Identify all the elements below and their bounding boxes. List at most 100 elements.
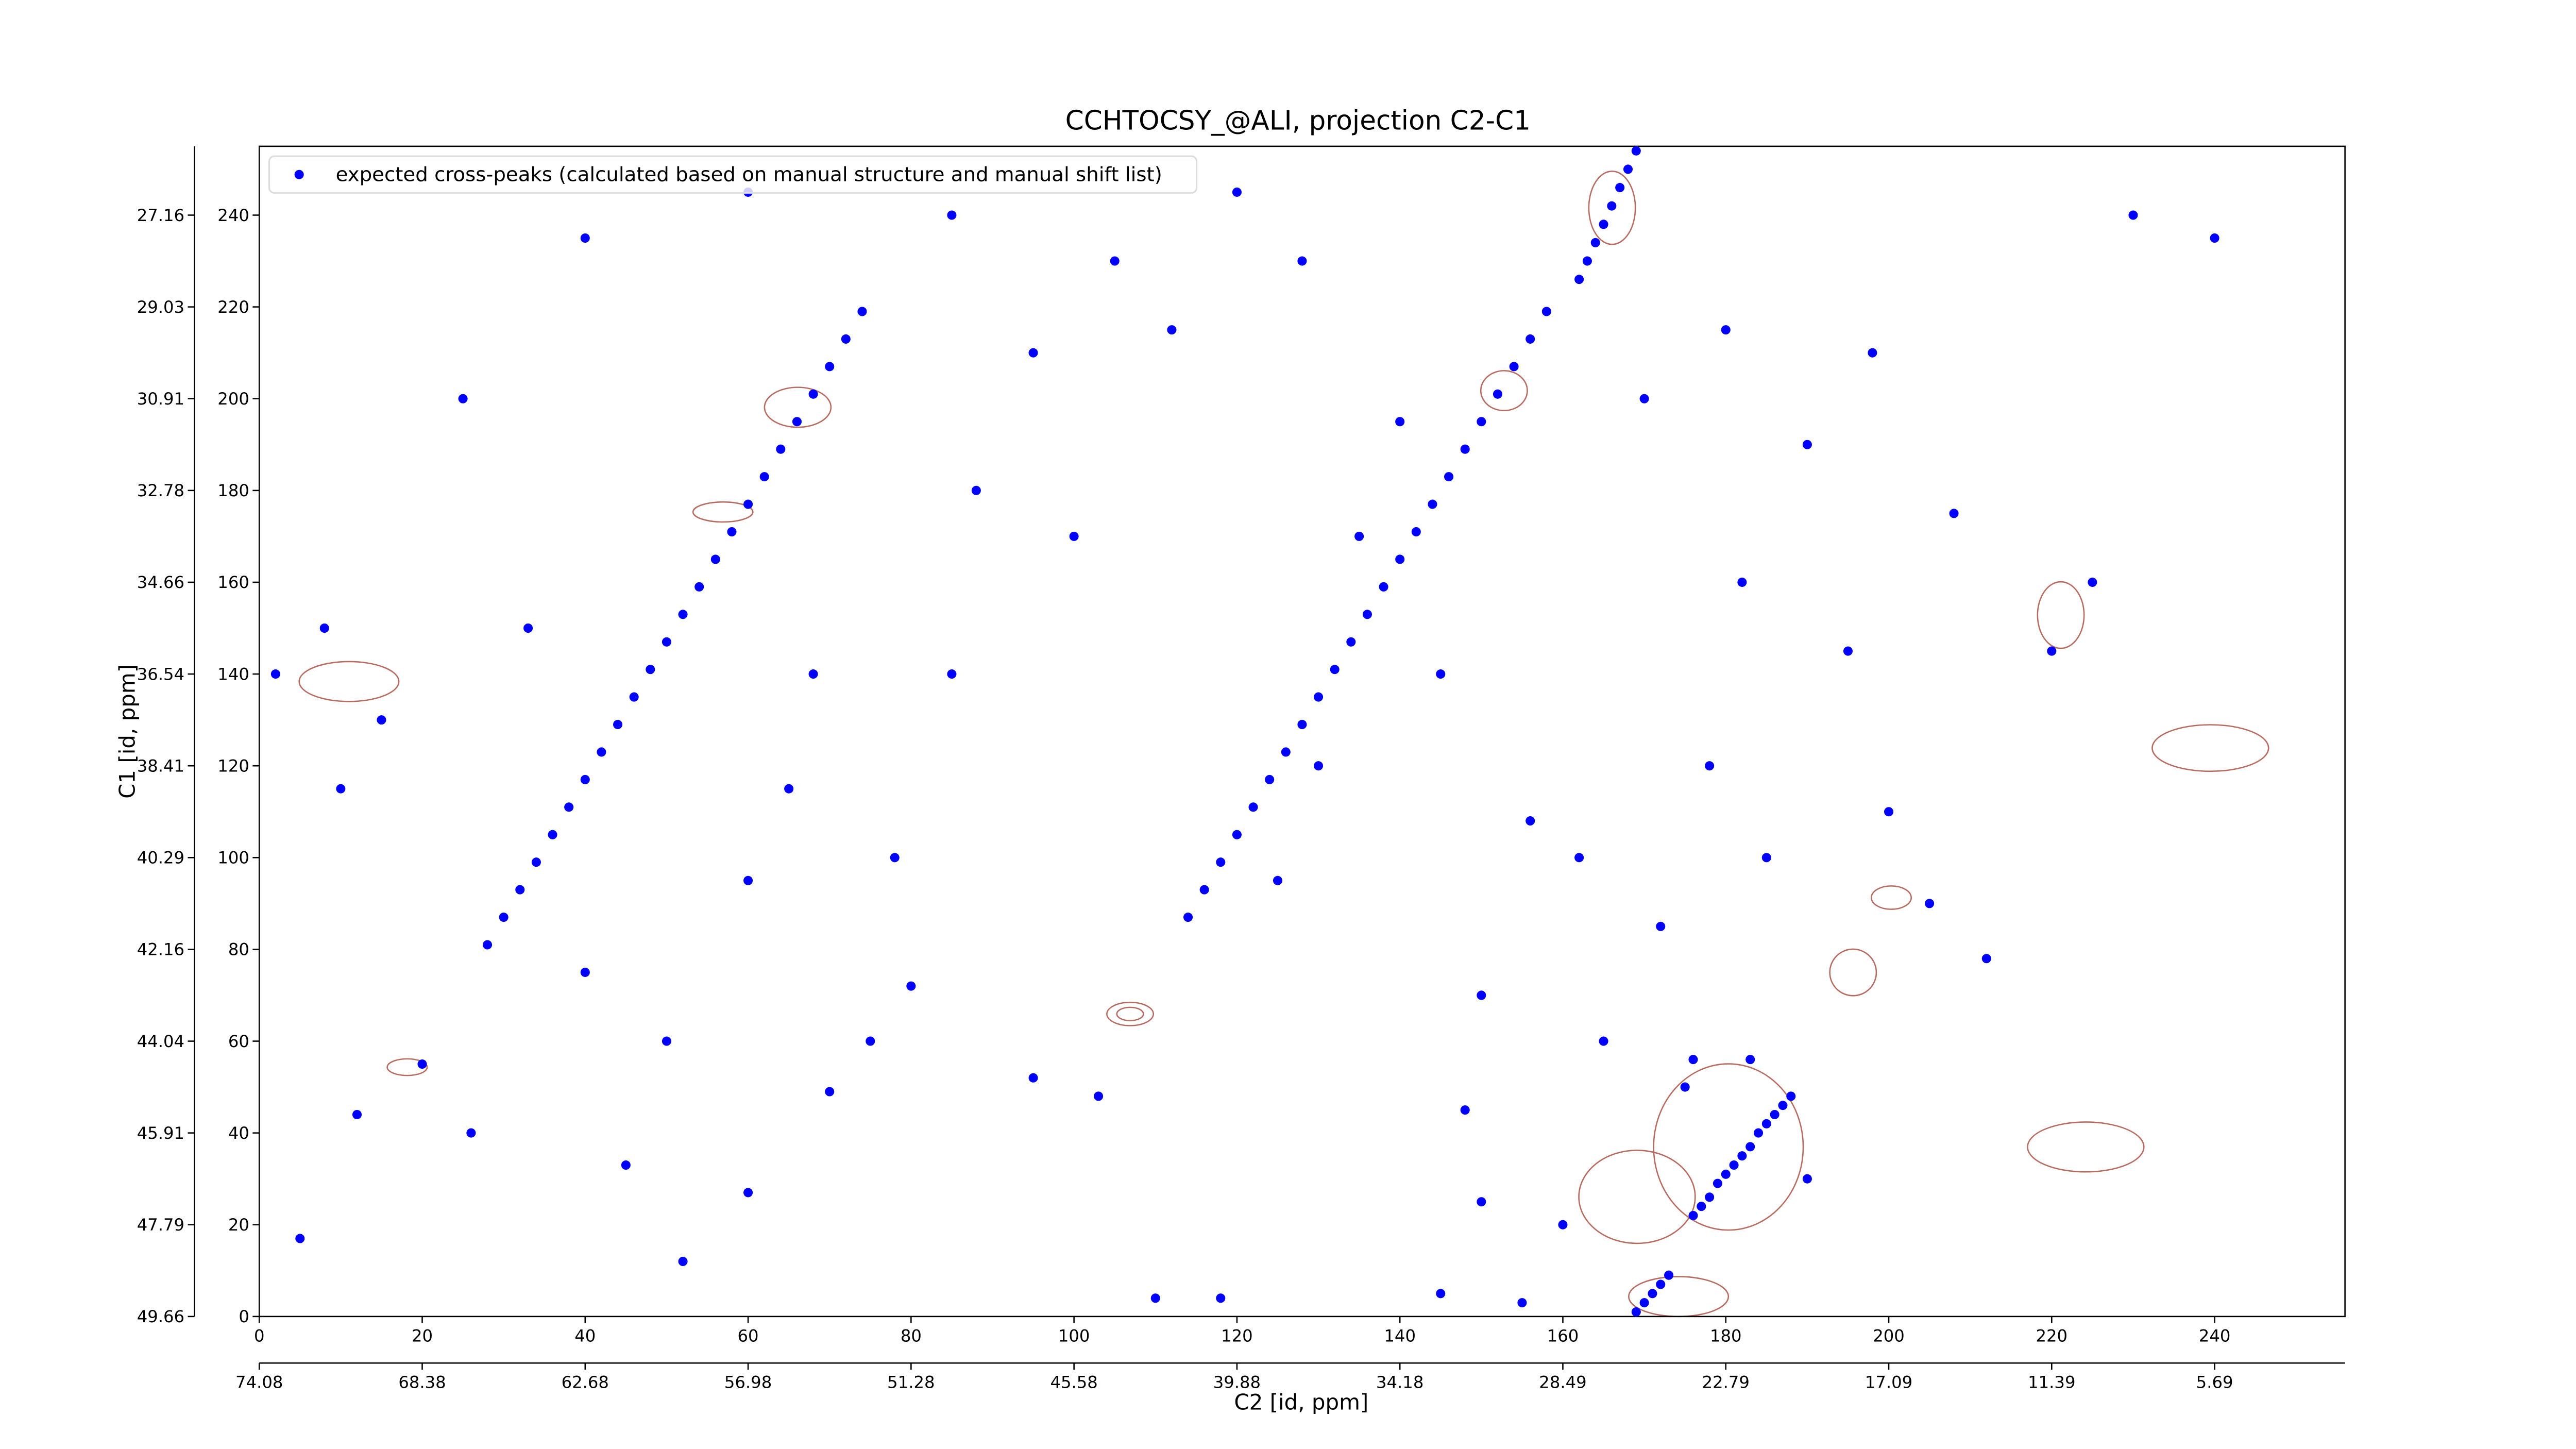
cross-peak <box>1574 275 1584 284</box>
x-tick-label: 40 <box>574 1326 596 1345</box>
cross-peak <box>1069 531 1079 541</box>
cross-peak <box>1761 1119 1771 1128</box>
x2-tick-label: 22.79 <box>1702 1373 1750 1392</box>
y-tick-label: 180 <box>217 481 249 500</box>
cross-peak <box>1094 1091 1104 1101</box>
cross-peak <box>784 784 794 794</box>
contour <box>692 501 754 523</box>
cross-peak <box>1460 444 1470 454</box>
cross-peak <box>890 853 900 863</box>
x2-tick-label: 17.09 <box>1865 1373 1912 1392</box>
cross-peak <box>1509 362 1519 372</box>
cross-peak <box>808 389 818 399</box>
contour <box>2027 1121 2145 1173</box>
cross-peak <box>1648 1289 1657 1299</box>
cross-peak <box>1110 256 1120 266</box>
cross-peak <box>662 1036 671 1046</box>
cross-peak <box>1314 761 1324 771</box>
cross-peak <box>1273 875 1283 885</box>
cross-peak <box>621 1160 631 1170</box>
x-tick-label: 60 <box>738 1326 759 1345</box>
cross-peak <box>580 967 590 977</box>
cross-peak <box>1737 1151 1747 1161</box>
cross-peak <box>1477 417 1486 427</box>
cross-peak <box>646 665 655 675</box>
contour <box>764 386 832 428</box>
cross-peak <box>1949 509 1959 518</box>
cross-peak <box>1680 1082 1690 1092</box>
x2-tick-label: 56.98 <box>724 1373 772 1392</box>
cross-peak <box>1761 853 1771 863</box>
x2-tick-label: 39.88 <box>1213 1373 1261 1392</box>
cross-peak <box>2088 577 2097 587</box>
y2-tick-label: 27.16 <box>137 206 184 225</box>
cross-peak <box>1436 669 1446 679</box>
cross-peak <box>1981 954 1991 964</box>
cross-peak <box>743 499 753 509</box>
cross-peak <box>1428 499 1437 509</box>
contour <box>1106 1001 1154 1026</box>
y2-tick-label: 42.16 <box>137 940 184 959</box>
y2-tick-label: 38.41 <box>137 756 184 776</box>
y2-tick-label: 49.66 <box>137 1307 184 1326</box>
cross-peak <box>1868 348 1877 358</box>
cross-peak <box>1558 1220 1568 1229</box>
cross-peak <box>1411 527 1421 537</box>
cross-peak <box>1460 1105 1470 1115</box>
cross-peak <box>1183 913 1193 922</box>
cross-peak <box>580 233 590 243</box>
cross-peak <box>1843 646 1853 656</box>
cross-peak <box>947 669 957 679</box>
cross-peak <box>1656 1279 1666 1289</box>
x-tick-label: 240 <box>2199 1326 2231 1345</box>
cross-peak <box>866 1036 875 1046</box>
y2-tick-label: 36.54 <box>137 664 184 684</box>
x-tick-label: 0 <box>254 1326 265 1345</box>
cross-peak <box>1599 1036 1608 1046</box>
cross-peak <box>1631 146 1641 156</box>
cross-peak <box>1216 857 1226 867</box>
cross-peak <box>1688 1210 1698 1220</box>
y2-tick-label: 29.03 <box>137 297 184 317</box>
cross-peak <box>564 802 574 812</box>
cross-peak <box>1281 747 1291 757</box>
cross-peak <box>1297 719 1307 730</box>
series-points <box>270 146 2219 1317</box>
cross-peak <box>1721 325 1731 335</box>
cross-peak <box>548 830 557 839</box>
contour <box>2151 724 2269 772</box>
cross-peak <box>1582 256 1592 266</box>
cross-peak <box>1656 921 1666 931</box>
x2-tick-label: 68.38 <box>398 1373 446 1392</box>
contour <box>1870 885 1912 910</box>
cross-peak <box>743 875 753 885</box>
cross-peak <box>825 362 835 372</box>
x2-tick-label: 11.39 <box>2028 1373 2075 1392</box>
cross-peak <box>1314 692 1324 702</box>
x-tick-label: 20 <box>412 1326 433 1345</box>
contour <box>1829 948 1877 997</box>
contour <box>1116 1006 1144 1021</box>
x2-tick-label: 5.69 <box>2196 1373 2233 1392</box>
contour <box>1578 1149 1696 1244</box>
cross-peak <box>499 913 509 922</box>
cross-peak <box>727 527 737 537</box>
cross-peak <box>531 857 541 867</box>
cross-peak <box>1354 531 1364 541</box>
y2-tick-label: 45.91 <box>137 1123 184 1143</box>
cross-peak <box>694 582 704 592</box>
legend-box <box>268 155 1198 194</box>
cross-peak <box>1199 885 1209 895</box>
y-tick-label: 140 <box>217 664 249 684</box>
y2-tick-label: 44.04 <box>137 1032 184 1051</box>
cross-peak <box>841 334 851 344</box>
y-axis-label: C1 [id, ppm] <box>114 664 140 799</box>
cross-peak <box>825 1087 835 1097</box>
chart-title: CCHTOCSY_@ALI, projection C2-C1 <box>1065 106 1531 137</box>
cross-peak <box>710 554 720 564</box>
cross-peak <box>1526 816 1535 826</box>
cross-peak <box>1705 761 1715 771</box>
cross-peak <box>1639 1298 1649 1308</box>
cross-peak <box>1884 807 1894 817</box>
